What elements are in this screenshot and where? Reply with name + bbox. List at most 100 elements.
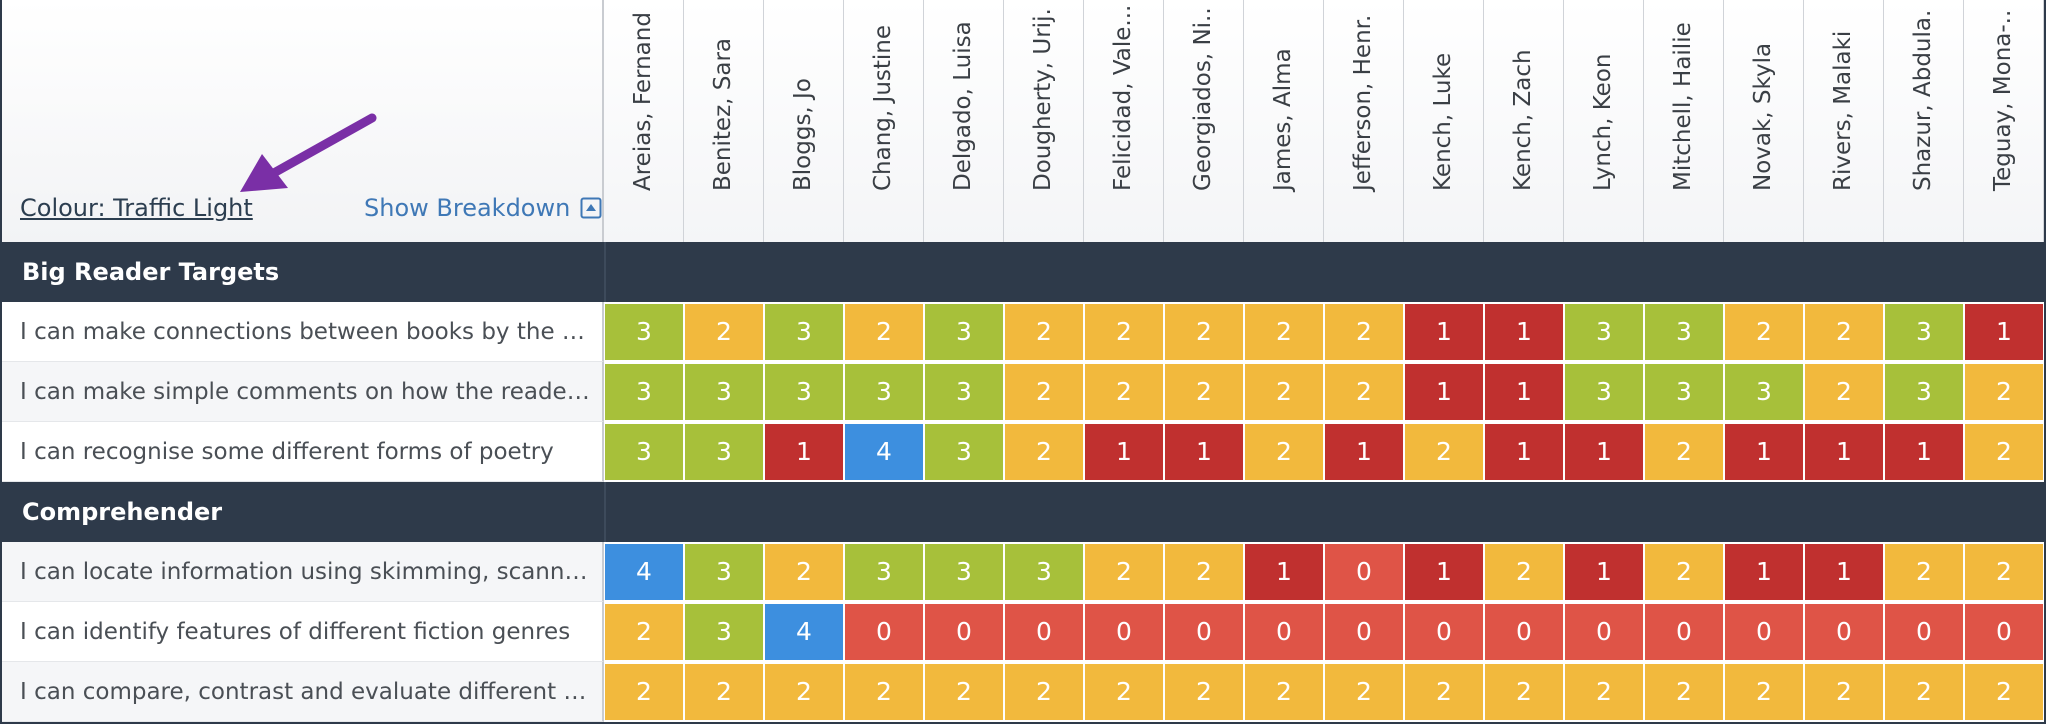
pupil-column-header[interactable]: Areias, Fernand (604, 0, 684, 242)
grade-cell[interactable]: 3 (844, 543, 924, 601)
grade-cell[interactable]: 2 (1084, 543, 1164, 601)
grade-cell[interactable]: 0 (1244, 603, 1324, 661)
grade-cell[interactable]: 0 (1804, 603, 1884, 661)
grade-cell[interactable]: 2 (1404, 663, 1484, 721)
grade-cell[interactable]: 2 (1884, 663, 1964, 721)
grade-cell[interactable]: 1 (1484, 363, 1564, 421)
grade-cell[interactable]: 0 (1884, 603, 1964, 661)
grade-cell[interactable]: 3 (1884, 303, 1964, 361)
grade-cell[interactable]: 2 (1964, 543, 2044, 601)
grade-cell[interactable]: 2 (1164, 663, 1244, 721)
grade-cell[interactable]: 1 (1964, 303, 2044, 361)
grade-cell[interactable]: 2 (1084, 363, 1164, 421)
grade-cell[interactable]: 2 (1324, 663, 1404, 721)
grade-cell[interactable]: 0 (1324, 603, 1404, 661)
grade-cell[interactable]: 2 (764, 543, 844, 601)
pupil-column-header[interactable]: Benitez, Sara (684, 0, 764, 242)
grade-cell[interactable]: 2 (1804, 363, 1884, 421)
grade-cell[interactable]: 0 (1084, 603, 1164, 661)
show-breakdown-button[interactable]: Show Breakdown (364, 194, 602, 222)
grade-cell[interactable]: 1 (1324, 423, 1404, 481)
grade-cell[interactable]: 3 (1644, 363, 1724, 421)
grade-cell[interactable]: 3 (844, 363, 924, 421)
grade-cell[interactable]: 2 (1004, 303, 1084, 361)
grade-cell[interactable]: 2 (1244, 363, 1324, 421)
grade-cell[interactable]: 2 (1084, 663, 1164, 721)
grade-cell[interactable]: 1 (1244, 543, 1324, 601)
grade-cell[interactable]: 2 (1484, 663, 1564, 721)
grade-cell[interactable]: 1 (1484, 423, 1564, 481)
grade-cell[interactable]: 2 (844, 663, 924, 721)
objective-row[interactable]: I can compare, contrast and evaluate dif… (2, 662, 604, 722)
grade-cell[interactable]: 3 (924, 543, 1004, 601)
grade-cell[interactable]: 2 (1804, 303, 1884, 361)
grade-cell[interactable]: 3 (764, 363, 844, 421)
grade-cell[interactable]: 2 (604, 663, 684, 721)
pupil-column-header[interactable]: Dougherty, Urij. (1004, 0, 1084, 242)
pupil-column-header[interactable]: Delgado, Luisa (924, 0, 1004, 242)
pupil-column-header[interactable]: Kench, Luke (1404, 0, 1484, 242)
grade-cell[interactable]: 0 (1324, 543, 1404, 601)
grade-cell[interactable]: 1 (1724, 423, 1804, 481)
pupil-column-header[interactable]: Felicidad, Vale... (1084, 0, 1164, 242)
grade-cell[interactable]: 2 (1084, 303, 1164, 361)
grade-cell[interactable]: 2 (1884, 543, 1964, 601)
grade-cell[interactable]: 2 (1244, 303, 1324, 361)
grade-cell[interactable]: 0 (1164, 603, 1244, 661)
grade-cell[interactable]: 1 (1804, 423, 1884, 481)
pupil-column-header[interactable]: Mitchell, Hailie (1644, 0, 1724, 242)
grade-cell[interactable]: 3 (764, 303, 844, 361)
objective-row[interactable]: I can identify features of different fic… (2, 602, 604, 662)
grade-cell[interactable]: 1 (1564, 543, 1644, 601)
objective-row[interactable]: I can locate information using skimming,… (2, 542, 604, 602)
grade-cell[interactable]: 2 (1164, 363, 1244, 421)
grade-cell[interactable]: 2 (1644, 543, 1724, 601)
grade-cell[interactable]: 2 (1964, 423, 2044, 481)
grade-cell[interactable]: 0 (844, 603, 924, 661)
grade-cell[interactable]: 3 (684, 423, 764, 481)
grade-cell[interactable]: 2 (844, 303, 924, 361)
grade-cell[interactable]: 1 (1724, 543, 1804, 601)
grade-cell[interactable]: 1 (1404, 303, 1484, 361)
grade-cell[interactable]: 1 (1404, 543, 1484, 601)
pupil-column-header[interactable]: Chang, Justine (844, 0, 924, 242)
grade-cell[interactable]: 4 (764, 603, 844, 661)
grade-cell[interactable]: 0 (1644, 603, 1724, 661)
grade-cell[interactable]: 1 (1164, 423, 1244, 481)
pupil-column-header[interactable]: Lynch, Keon (1564, 0, 1644, 242)
grade-cell[interactable]: 3 (1564, 303, 1644, 361)
grade-cell[interactable]: 1 (1484, 303, 1564, 361)
grade-cell[interactable]: 3 (924, 363, 1004, 421)
grade-cell[interactable]: 1 (1564, 423, 1644, 481)
grade-cell[interactable]: 3 (1644, 303, 1724, 361)
grade-cell[interactable]: 2 (924, 663, 1004, 721)
objective-row[interactable]: I can make simple comments on how the re… (2, 362, 604, 422)
grade-cell[interactable]: 2 (1724, 663, 1804, 721)
grade-cell[interactable]: 2 (1644, 663, 1724, 721)
grade-cell[interactable]: 2 (1644, 423, 1724, 481)
grade-cell[interactable]: 2 (1484, 543, 1564, 601)
grade-cell[interactable]: 4 (844, 423, 924, 481)
grade-cell[interactable]: 2 (1004, 363, 1084, 421)
grade-cell[interactable]: 2 (1804, 663, 1884, 721)
colour-mode-link[interactable]: Colour: Traffic Light (20, 194, 253, 222)
grade-cell[interactable]: 0 (1004, 603, 1084, 661)
grade-cell[interactable]: 2 (1564, 663, 1644, 721)
grade-cell[interactable]: 3 (684, 363, 764, 421)
pupil-column-header[interactable]: Shazur, Abdula. (1884, 0, 1964, 242)
grade-cell[interactable]: 0 (924, 603, 1004, 661)
grade-cell[interactable]: 0 (1564, 603, 1644, 661)
grade-cell[interactable]: 2 (1964, 363, 2044, 421)
pupil-column-header[interactable]: James, Alma (1244, 0, 1324, 242)
grade-cell[interactable]: 2 (1164, 303, 1244, 361)
grade-cell[interactable]: 3 (924, 423, 1004, 481)
pupil-column-header[interactable]: Teguay, Mona-.. (1964, 0, 2044, 242)
pupil-column-header[interactable]: Rivers, Malaki (1804, 0, 1884, 242)
grade-cell[interactable]: 1 (1404, 363, 1484, 421)
grade-cell[interactable]: 2 (1244, 663, 1324, 721)
grade-cell[interactable]: 2 (604, 603, 684, 661)
objective-row[interactable]: I can make connections between books by … (2, 302, 604, 362)
grade-cell[interactable]: 2 (1164, 543, 1244, 601)
grade-cell[interactable]: 3 (604, 363, 684, 421)
grade-cell[interactable]: 0 (1724, 603, 1804, 661)
